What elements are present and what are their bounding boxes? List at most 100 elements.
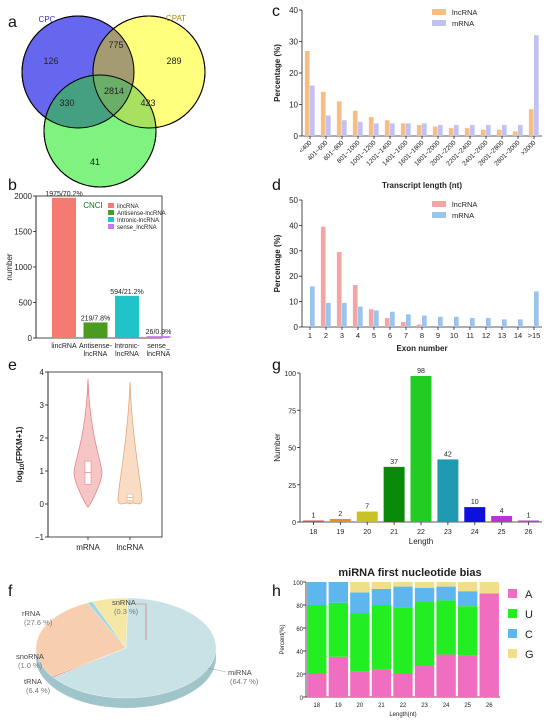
bar-mRNA <box>534 291 539 327</box>
x-tick-label: 26 <box>486 703 493 709</box>
x-tick-label: 24 <box>471 529 479 536</box>
y-tick-label: 40 <box>289 6 298 15</box>
stack-G <box>479 582 499 594</box>
bar-lncRNA <box>320 91 326 136</box>
bar-mRNA <box>518 319 523 327</box>
legend-label: Antisense-lncRNA <box>117 211 166 217</box>
x-tick-label: 12 <box>482 331 490 340</box>
bar <box>52 197 76 338</box>
bar-mRNA <box>358 306 363 327</box>
violin-lncRNA <box>117 381 143 505</box>
venn-set-label-cpc: CPC <box>39 15 56 24</box>
stack-A <box>436 654 456 697</box>
y-tick-label: 50 <box>289 196 298 205</box>
bar <box>302 520 324 522</box>
bar-mRNA <box>326 115 331 136</box>
bar-mRNA <box>470 124 475 136</box>
panel-letter-a: a <box>8 14 17 31</box>
x-tick-label: 7 <box>404 331 408 340</box>
bar-mRNA <box>342 302 347 327</box>
x-tick-label: mRNA <box>76 543 100 552</box>
legend-label: sense_lncRNA <box>117 225 157 231</box>
y-axis-title: number <box>5 253 14 280</box>
bar-lncRNA <box>528 109 534 136</box>
bar-lncRNA <box>352 285 358 327</box>
stack-A <box>307 674 327 697</box>
legend-label: lncRNA <box>452 200 477 209</box>
legend-label: G <box>525 649 534 661</box>
venn-outline-cpat <box>92 15 206 129</box>
y-tick-label: −1 <box>35 533 45 542</box>
venn-diagram: CPC CPAT CNCI 126 775 289 2814 330 423 41 <box>21 14 206 210</box>
y-tick-label: 0 <box>40 500 45 509</box>
x-tick-label: 20 <box>357 703 364 709</box>
stack-C <box>307 582 327 605</box>
bar-value-label: 594/21.2% <box>110 289 143 296</box>
bar <box>146 336 171 338</box>
bar-mRNA <box>438 316 443 327</box>
x-tick-label: >3000 <box>520 139 538 157</box>
stack-G <box>436 582 456 587</box>
bar-lncRNA <box>352 110 358 136</box>
x-tick-label: lncRNA <box>84 351 108 358</box>
plot-frame <box>47 371 163 538</box>
x-tick-label: 10 <box>450 331 458 340</box>
y-tick-label: 0 <box>300 696 304 702</box>
bar-value-label: 26/0.9% <box>146 329 172 336</box>
y-tick-label: 100 <box>293 581 304 587</box>
legend-label: lncRNA <box>452 8 477 17</box>
panel-letter-c: c <box>272 3 280 20</box>
pie-label-name: snoRNA <box>16 652 44 661</box>
pie-slice-miRNA <box>52 597 217 699</box>
bar-value-label: 219/7.8% <box>81 315 111 322</box>
venn-value-cpc-only: 126 <box>43 56 58 66</box>
x-tick-label: 23 <box>444 529 452 536</box>
stack-A <box>328 656 349 697</box>
y-tick-label: 0 <box>294 132 299 141</box>
pie-label-pct: (27.6 %) <box>24 618 53 627</box>
stack-A <box>393 674 413 697</box>
x-tick-label: >15 <box>528 331 541 340</box>
y-tick-label: 60 <box>296 627 303 633</box>
bar-mRNA <box>310 286 315 327</box>
venn-value-cpc-cpat: 775 <box>108 40 123 50</box>
x-tick-label: 2 <box>324 331 328 340</box>
panel-letter-b: b <box>8 177 17 194</box>
bar <box>464 507 486 522</box>
venn-set-label-cpat: CPAT <box>166 14 186 23</box>
y-tick-label: 100 <box>284 371 296 378</box>
legend-label: A <box>525 589 533 601</box>
bar-value-label: 1 <box>311 513 315 520</box>
bar-mRNA <box>534 35 539 137</box>
bar-mRNA <box>438 124 443 136</box>
panel-letter-e: e <box>8 357 17 374</box>
pie-leader-mirna <box>207 667 227 673</box>
y-tick-label: 20 <box>289 272 298 281</box>
bar-value-label: 37 <box>390 459 398 466</box>
chart-f: miRNA(64.7 %) snRNA(0.3 %) rRNA(27.6 %) sno… <box>16 597 259 708</box>
bar-value-label: 98 <box>417 368 425 375</box>
pie-label-name: tRNA <box>24 677 42 686</box>
x-tick-label: 22 <box>400 703 407 709</box>
legend-label: C <box>525 629 533 641</box>
x-tick-label: 20 <box>363 529 371 536</box>
bar-value-label: 10 <box>471 499 479 506</box>
y-tick-label: 4 <box>40 368 45 377</box>
bar <box>518 520 540 522</box>
x-axis-title: Transcript length (nt) <box>382 181 462 190</box>
bar-mRNA <box>470 318 475 327</box>
y-axis-title: Percent(%) <box>280 624 286 654</box>
bar-mRNA <box>454 316 459 327</box>
stack-A <box>414 665 435 697</box>
bar-lncRNA <box>480 129 486 136</box>
y-tick-label: 0 <box>28 334 33 343</box>
x-tick-label: 8 <box>420 331 424 340</box>
y-tick-label: 80 <box>296 604 303 610</box>
stack-U <box>371 605 392 670</box>
stack-C <box>393 586 413 608</box>
bar-mRNA <box>486 318 491 327</box>
y-axis-title-rest: (FPKM+1) <box>15 426 24 463</box>
venn-outline-cnci <box>43 74 157 188</box>
y-tick-label: 25 <box>288 483 296 490</box>
x-tick-label: 23 <box>421 703 428 709</box>
